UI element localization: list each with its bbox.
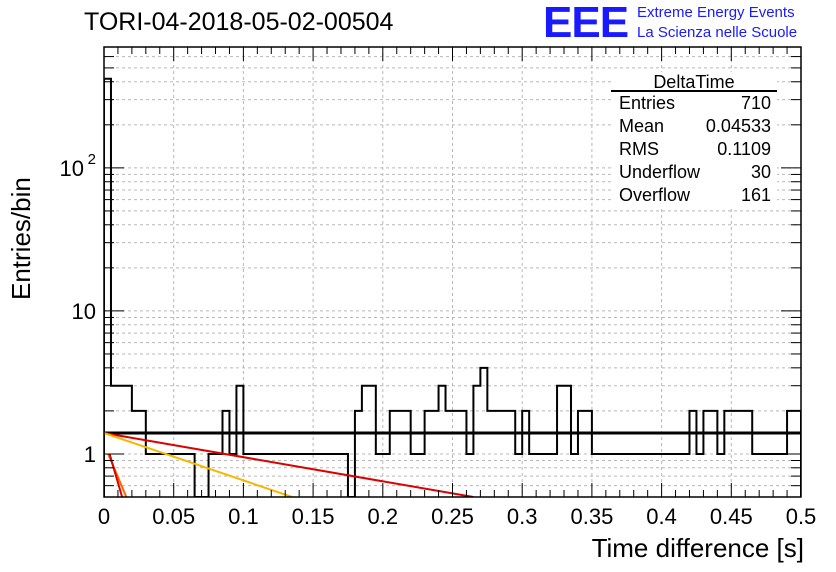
fit-line [108, 453, 124, 497]
x-tick-label: 0.45 [710, 504, 753, 529]
x-axis-label: Time difference [s] [591, 533, 804, 563]
stats-key: Overflow [619, 185, 691, 205]
x-tick-label: 0.1 [228, 504, 259, 529]
x-tick-label: 0.2 [368, 504, 399, 529]
x-tick-label: 0.15 [292, 504, 335, 529]
x-tick-label: 0.4 [646, 504, 677, 529]
x-tick-label: 0.3 [507, 504, 538, 529]
stats-row-rms: RMS 0.1109 [619, 139, 771, 161]
y-ticks [104, 46, 801, 498]
stats-value: 30 [750, 162, 771, 182]
x-tick-label: 0.5 [786, 504, 817, 529]
stats-title: DeltaTime [653, 72, 735, 92]
x-ticks [103, 47, 802, 497]
x-tick-label: 0.25 [431, 504, 474, 529]
y-tick-label: 10 [72, 299, 96, 324]
stats-value: 0.04533 [705, 116, 771, 136]
fit-line [104, 432, 293, 497]
logo-text-line2: La Scienza nelle Scuole [637, 24, 798, 41]
stats-row-entries: Entries 710 [619, 93, 771, 115]
fit-line [104, 432, 474, 497]
stats-row-overflow: Overflow 161 [619, 185, 771, 207]
y-tick-label: 1 [84, 442, 96, 467]
stats-box: DeltaTime Entries 710 Mean 0.04533 RMS 0… [611, 72, 777, 207]
y-axis-label: Entries/bin [6, 177, 36, 300]
stats-divider [611, 90, 777, 92]
eee-logo-mark: EEE [543, 0, 629, 47]
stats-value: 710 [740, 93, 771, 113]
stats-key: Underflow [619, 162, 701, 182]
x-tick-label: 0.05 [152, 504, 195, 529]
stats-key: Entries [619, 93, 676, 113]
x-tick-label: 0 [98, 504, 110, 529]
stats-row-underflow: Underflow 30 [619, 162, 771, 184]
chart-title: TORI-04-2018-05-02-00504 [84, 8, 394, 36]
eee-logo: EEE Extreme Energy Events La Scienza nel… [543, 0, 833, 48]
stats-key: Mean [619, 116, 665, 136]
stats-value: 0.1109 [717, 139, 771, 159]
y-tick-exponent: 2 [88, 151, 96, 168]
y-tick-label: 10 [60, 156, 84, 181]
x-tick-label: 0.35 [570, 504, 613, 529]
grid [104, 47, 801, 497]
stats-value: 161 [740, 185, 771, 205]
stats-row-mean: Mean 0.04533 [619, 116, 771, 138]
stats-key: RMS [619, 139, 659, 159]
logo-text-line1: Extreme Energy Events [637, 4, 795, 21]
